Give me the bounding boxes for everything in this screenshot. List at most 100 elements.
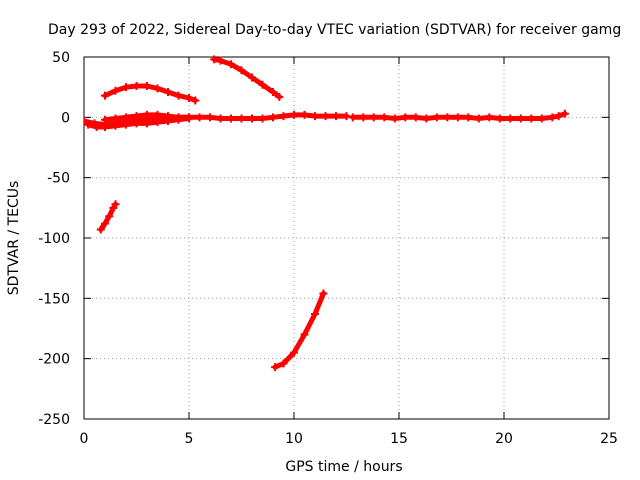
- data-point: [191, 96, 200, 105]
- y-tick-label: -50: [47, 171, 70, 187]
- data-point: [101, 91, 109, 100]
- y-tick-label: -250: [38, 412, 70, 428]
- data-point: [111, 114, 120, 123]
- data-point: [227, 114, 235, 123]
- data-point: [101, 115, 109, 124]
- data-point: [111, 200, 120, 209]
- data-point: [258, 80, 267, 89]
- data-point: [495, 114, 504, 123]
- data-point: [92, 122, 101, 131]
- data-point: [269, 87, 277, 96]
- data-point: [422, 114, 431, 123]
- data-point: [153, 118, 162, 127]
- data-point: [401, 113, 410, 122]
- data-point: [164, 112, 172, 121]
- data-point: [195, 113, 204, 122]
- data-point: [506, 114, 515, 123]
- data-point: [258, 114, 267, 123]
- y-tick-label: 0: [61, 110, 70, 126]
- data-point: [227, 60, 235, 69]
- y-tick-label: -200: [38, 352, 70, 368]
- y-tick-label: -150: [38, 291, 70, 307]
- data-point: [554, 112, 563, 121]
- data-point: [96, 225, 105, 234]
- data-point: [216, 56, 225, 65]
- data-point: [132, 81, 141, 90]
- data-point: [143, 81, 151, 90]
- series-trace-hump: [101, 81, 200, 105]
- data-point: [290, 348, 298, 357]
- data-point: [432, 113, 441, 122]
- data-point: [101, 122, 109, 131]
- data-point: [174, 91, 183, 100]
- data-point: [111, 121, 120, 130]
- axis-ticks: [83, 56, 610, 420]
- data-point: [153, 84, 162, 93]
- data-point: [279, 112, 288, 121]
- data-point: [464, 113, 473, 122]
- data-point: [527, 114, 536, 123]
- data-point: [101, 219, 109, 228]
- x-axis-label: GPS time / hours: [285, 459, 402, 475]
- data-point: [237, 114, 246, 123]
- x-tick-label: 20: [495, 431, 513, 447]
- data-point: [164, 87, 172, 96]
- x-tick-label: 0: [80, 431, 89, 447]
- x-tick-label: 25: [600, 431, 618, 447]
- data-point: [537, 114, 546, 123]
- series-trace-near-zero-upper: [101, 110, 193, 124]
- x-tick-label: 10: [285, 431, 303, 447]
- series-trace: [350, 111, 568, 121]
- data-point: [206, 113, 214, 122]
- data-point: [380, 113, 389, 122]
- data-point: [174, 113, 183, 122]
- data-point: [132, 119, 141, 128]
- x-tick-label: 5: [185, 431, 194, 447]
- y-axis-label: SDTVAR / TECUs: [6, 181, 22, 296]
- series-trace-late-sparse: [348, 109, 569, 123]
- data-point: [143, 110, 151, 119]
- data-point: [105, 212, 114, 221]
- data-point: [132, 112, 141, 121]
- data-point: [516, 114, 525, 123]
- data-point: [411, 113, 420, 122]
- data-point: [319, 289, 328, 298]
- data-point: [474, 114, 483, 123]
- data-point: [269, 113, 277, 122]
- data-point: [216, 114, 225, 123]
- data-point: [122, 83, 130, 92]
- tick-labels: 0 5 10 15 20 25 -250 -200 -150 -100 -50 0 50: [38, 50, 618, 447]
- series-trace: [102, 83, 198, 103]
- data-point: [122, 113, 130, 122]
- data-point: [185, 94, 193, 103]
- data-point: [311, 310, 319, 319]
- data-point: [271, 363, 280, 372]
- data-point: [311, 112, 319, 121]
- series-trace-large-negative: [271, 289, 328, 372]
- data-point: [84, 116, 88, 125]
- data-point: [443, 113, 452, 122]
- data-point: [342, 112, 351, 121]
- data-point: [153, 110, 162, 119]
- x-tick-label: 15: [390, 431, 408, 447]
- data-point: [290, 110, 298, 119]
- data-point: [237, 66, 246, 75]
- data-point: [111, 86, 120, 95]
- data-point: [185, 113, 193, 122]
- y-tick-label: -100: [38, 231, 70, 247]
- series-trace-descending-top: [210, 55, 284, 101]
- chart-title: Day 293 of 2022, Sidereal Day-to-day VTE…: [48, 22, 621, 38]
- data-point: [275, 92, 284, 101]
- data-point: [548, 113, 557, 122]
- data-point: [300, 330, 309, 339]
- data-point: [122, 120, 130, 129]
- data-point: [300, 110, 309, 119]
- data-point: [210, 55, 219, 64]
- data-point: [485, 113, 494, 122]
- data-point: [359, 113, 368, 122]
- data-point: [453, 113, 462, 122]
- data-point: [84, 120, 93, 129]
- data-point: [321, 112, 330, 121]
- data-series: [84, 55, 569, 372]
